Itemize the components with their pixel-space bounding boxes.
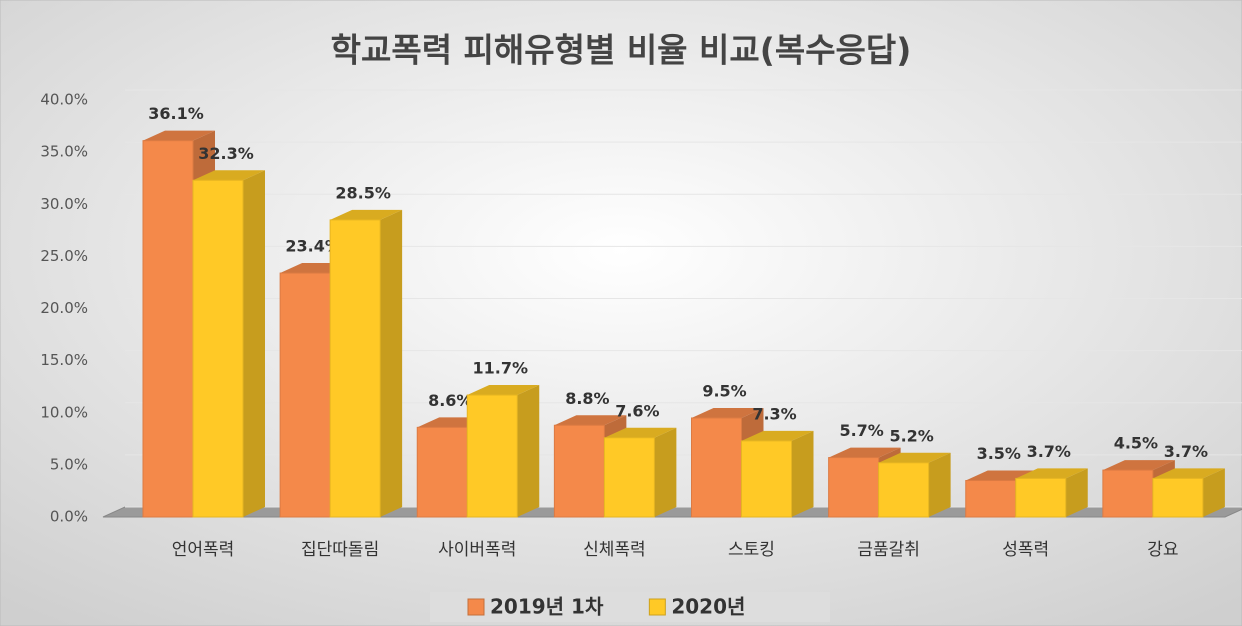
bar-side xyxy=(517,385,540,517)
y-tick-label: 10.0% xyxy=(40,403,88,421)
x-tick-label: 집단따돌림 xyxy=(301,540,379,560)
y-tick-label: 25.0% xyxy=(40,247,88,265)
bar-side xyxy=(928,452,951,517)
bar xyxy=(192,179,244,518)
bar-top xyxy=(1102,460,1175,471)
bar xyxy=(1152,477,1204,518)
x-tick-label: 스토킹 xyxy=(728,540,775,560)
value-label: 28.5% xyxy=(335,183,391,202)
y-tick-label: 0.0% xyxy=(50,508,88,526)
bar xyxy=(965,480,1017,518)
bar-top xyxy=(604,427,677,438)
legend-swatch xyxy=(648,598,666,616)
bar xyxy=(142,140,194,518)
x-tick-label: 금품갈취 xyxy=(857,540,920,560)
y-tick-label: 15.0% xyxy=(40,351,88,369)
value-label: 5.2% xyxy=(889,426,933,445)
y-tick-label: 35.0% xyxy=(40,143,88,161)
bar-top xyxy=(193,170,265,181)
value-label: 3.7% xyxy=(1027,442,1071,461)
legend-label: 2019년 1차 xyxy=(490,595,604,619)
legend-box xyxy=(430,592,830,622)
y-tick-label: 30.0% xyxy=(40,195,88,213)
value-label: 5.7% xyxy=(839,421,883,440)
bar-top xyxy=(1152,468,1225,479)
legend-swatch xyxy=(467,598,485,616)
y-tick-label: 20.0% xyxy=(40,299,88,317)
bar-top xyxy=(554,415,627,426)
bar-side xyxy=(791,430,814,517)
bar xyxy=(416,426,468,518)
value-label: 23.4% xyxy=(285,237,341,256)
value-label: 8.6% xyxy=(428,391,472,410)
legend-label: 2020년 xyxy=(671,595,745,619)
value-label: 7.6% xyxy=(615,401,659,420)
bar-top xyxy=(467,385,540,396)
x-tick-label: 언어폭력 xyxy=(172,540,235,560)
bar xyxy=(329,219,381,518)
value-label: 4.5% xyxy=(1114,434,1158,453)
bar-side xyxy=(654,427,677,517)
bar xyxy=(1015,477,1067,518)
bar-side xyxy=(1202,468,1225,517)
bar-side xyxy=(243,170,265,517)
bar xyxy=(691,417,742,518)
y-tick-label: 40.0% xyxy=(40,91,88,109)
value-label: 8.8% xyxy=(565,389,609,408)
bar-top xyxy=(330,209,403,220)
bar-side xyxy=(380,209,403,517)
bar-top xyxy=(691,407,764,418)
x-tick-label: 성폭력 xyxy=(1002,540,1049,560)
bar-top xyxy=(143,130,215,141)
value-label: 36.1% xyxy=(148,104,204,123)
value-label: 9.5% xyxy=(702,381,746,400)
bar xyxy=(603,437,655,518)
bar-top xyxy=(878,452,951,463)
x-tick-label: 강요 xyxy=(1147,540,1178,560)
bar-top xyxy=(1015,468,1088,479)
bar xyxy=(1102,469,1154,518)
bar xyxy=(741,440,792,518)
chart-title: 학교폭력 피해유형별 비율 비교(복수응답) xyxy=(331,31,912,70)
bar xyxy=(466,394,518,518)
bar-top xyxy=(828,447,901,458)
bar xyxy=(279,272,331,518)
x-tick-label: 사이버폭력 xyxy=(438,540,516,560)
bar xyxy=(553,424,605,518)
bar-top xyxy=(741,430,814,441)
value-label: 3.5% xyxy=(977,444,1021,463)
value-label: 3.7% xyxy=(1164,442,1208,461)
value-label: 32.3% xyxy=(198,144,254,163)
bar-side xyxy=(1065,468,1088,517)
y-tick-label: 5.0% xyxy=(50,455,88,473)
x-tick-label: 신체폭력 xyxy=(583,540,646,560)
bar xyxy=(828,457,880,518)
value-label: 7.3% xyxy=(752,404,796,423)
value-label: 11.7% xyxy=(472,359,528,378)
bar xyxy=(878,462,930,518)
